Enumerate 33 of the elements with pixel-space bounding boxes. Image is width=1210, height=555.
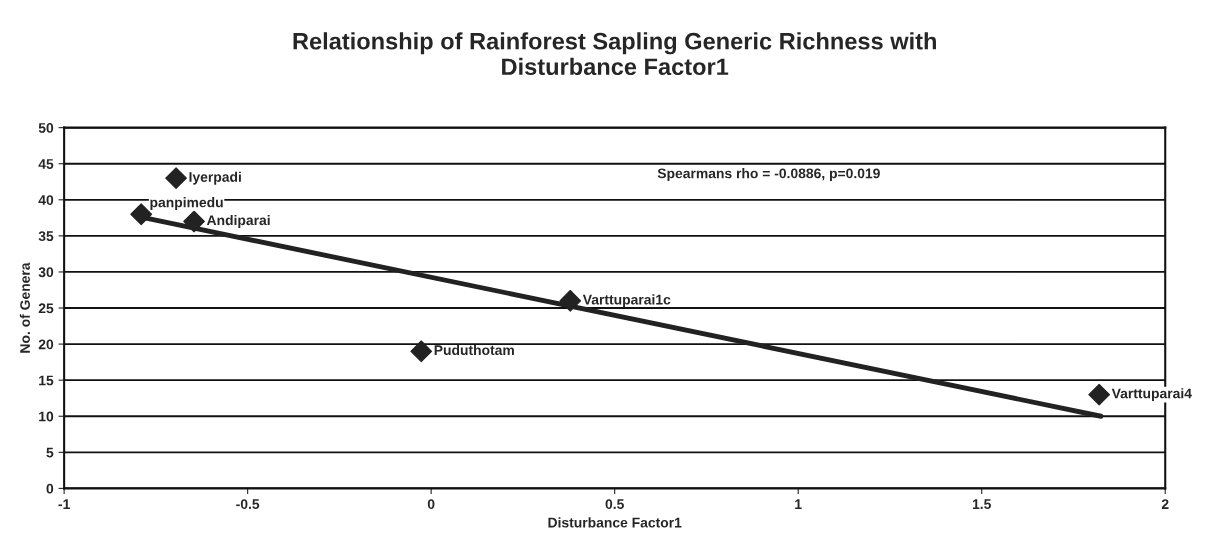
- y-tick-label: 30: [38, 267, 54, 278]
- x-tick-label: 0: [427, 499, 435, 510]
- x-axis-title: Disturbance Factor1: [548, 517, 682, 528]
- y-tick-label: 40: [38, 195, 54, 205]
- annotation: Varttuparai1c: [582, 294, 671, 308]
- x-tick-label: -0.5: [236, 499, 260, 510]
- chart-title: Relationship of Rainforest Sapling Generic Richness with Disturbance Factor1: [293, 32, 936, 76]
- annotation: Spearmans rho = -0.0886, p=0.019: [657, 168, 880, 182]
- y-tick-label: 20: [38, 339, 54, 350]
- y-tick-label: 25: [38, 303, 54, 314]
- annotation: Iyerpadi: [189, 171, 241, 185]
- y-tick-label: 15: [39, 375, 54, 386]
- point: [559, 289, 582, 312]
- y-tick-label: 0: [46, 483, 54, 494]
- x-tick-label: 1: [795, 499, 802, 509]
- annotation: Puduthotam: [434, 344, 514, 356]
- y-tick-label: 10: [39, 411, 54, 422]
- x-tick-label: 0.5: [605, 499, 624, 510]
- y-tick-label: 35: [38, 231, 54, 242]
- annotation: panpimedu: [150, 197, 223, 211]
- y-tick-label: 50: [38, 122, 54, 133]
- x-tick-label: -1: [58, 499, 70, 509]
- x-tick-label: 1.5: [972, 499, 991, 510]
- y-tick-label: 45: [38, 159, 54, 169]
- annotation: Andiparai: [206, 214, 270, 228]
- point: [1088, 383, 1111, 406]
- y-axis-title: No. of Genera: [19, 262, 30, 353]
- x-tick-label: 2: [1161, 499, 1169, 509]
- point: [183, 210, 205, 233]
- annotation: Varttuparai4: [1111, 388, 1192, 402]
- point: [165, 167, 187, 190]
- y-tick-label: 5: [46, 447, 54, 458]
- point: [410, 340, 433, 363]
